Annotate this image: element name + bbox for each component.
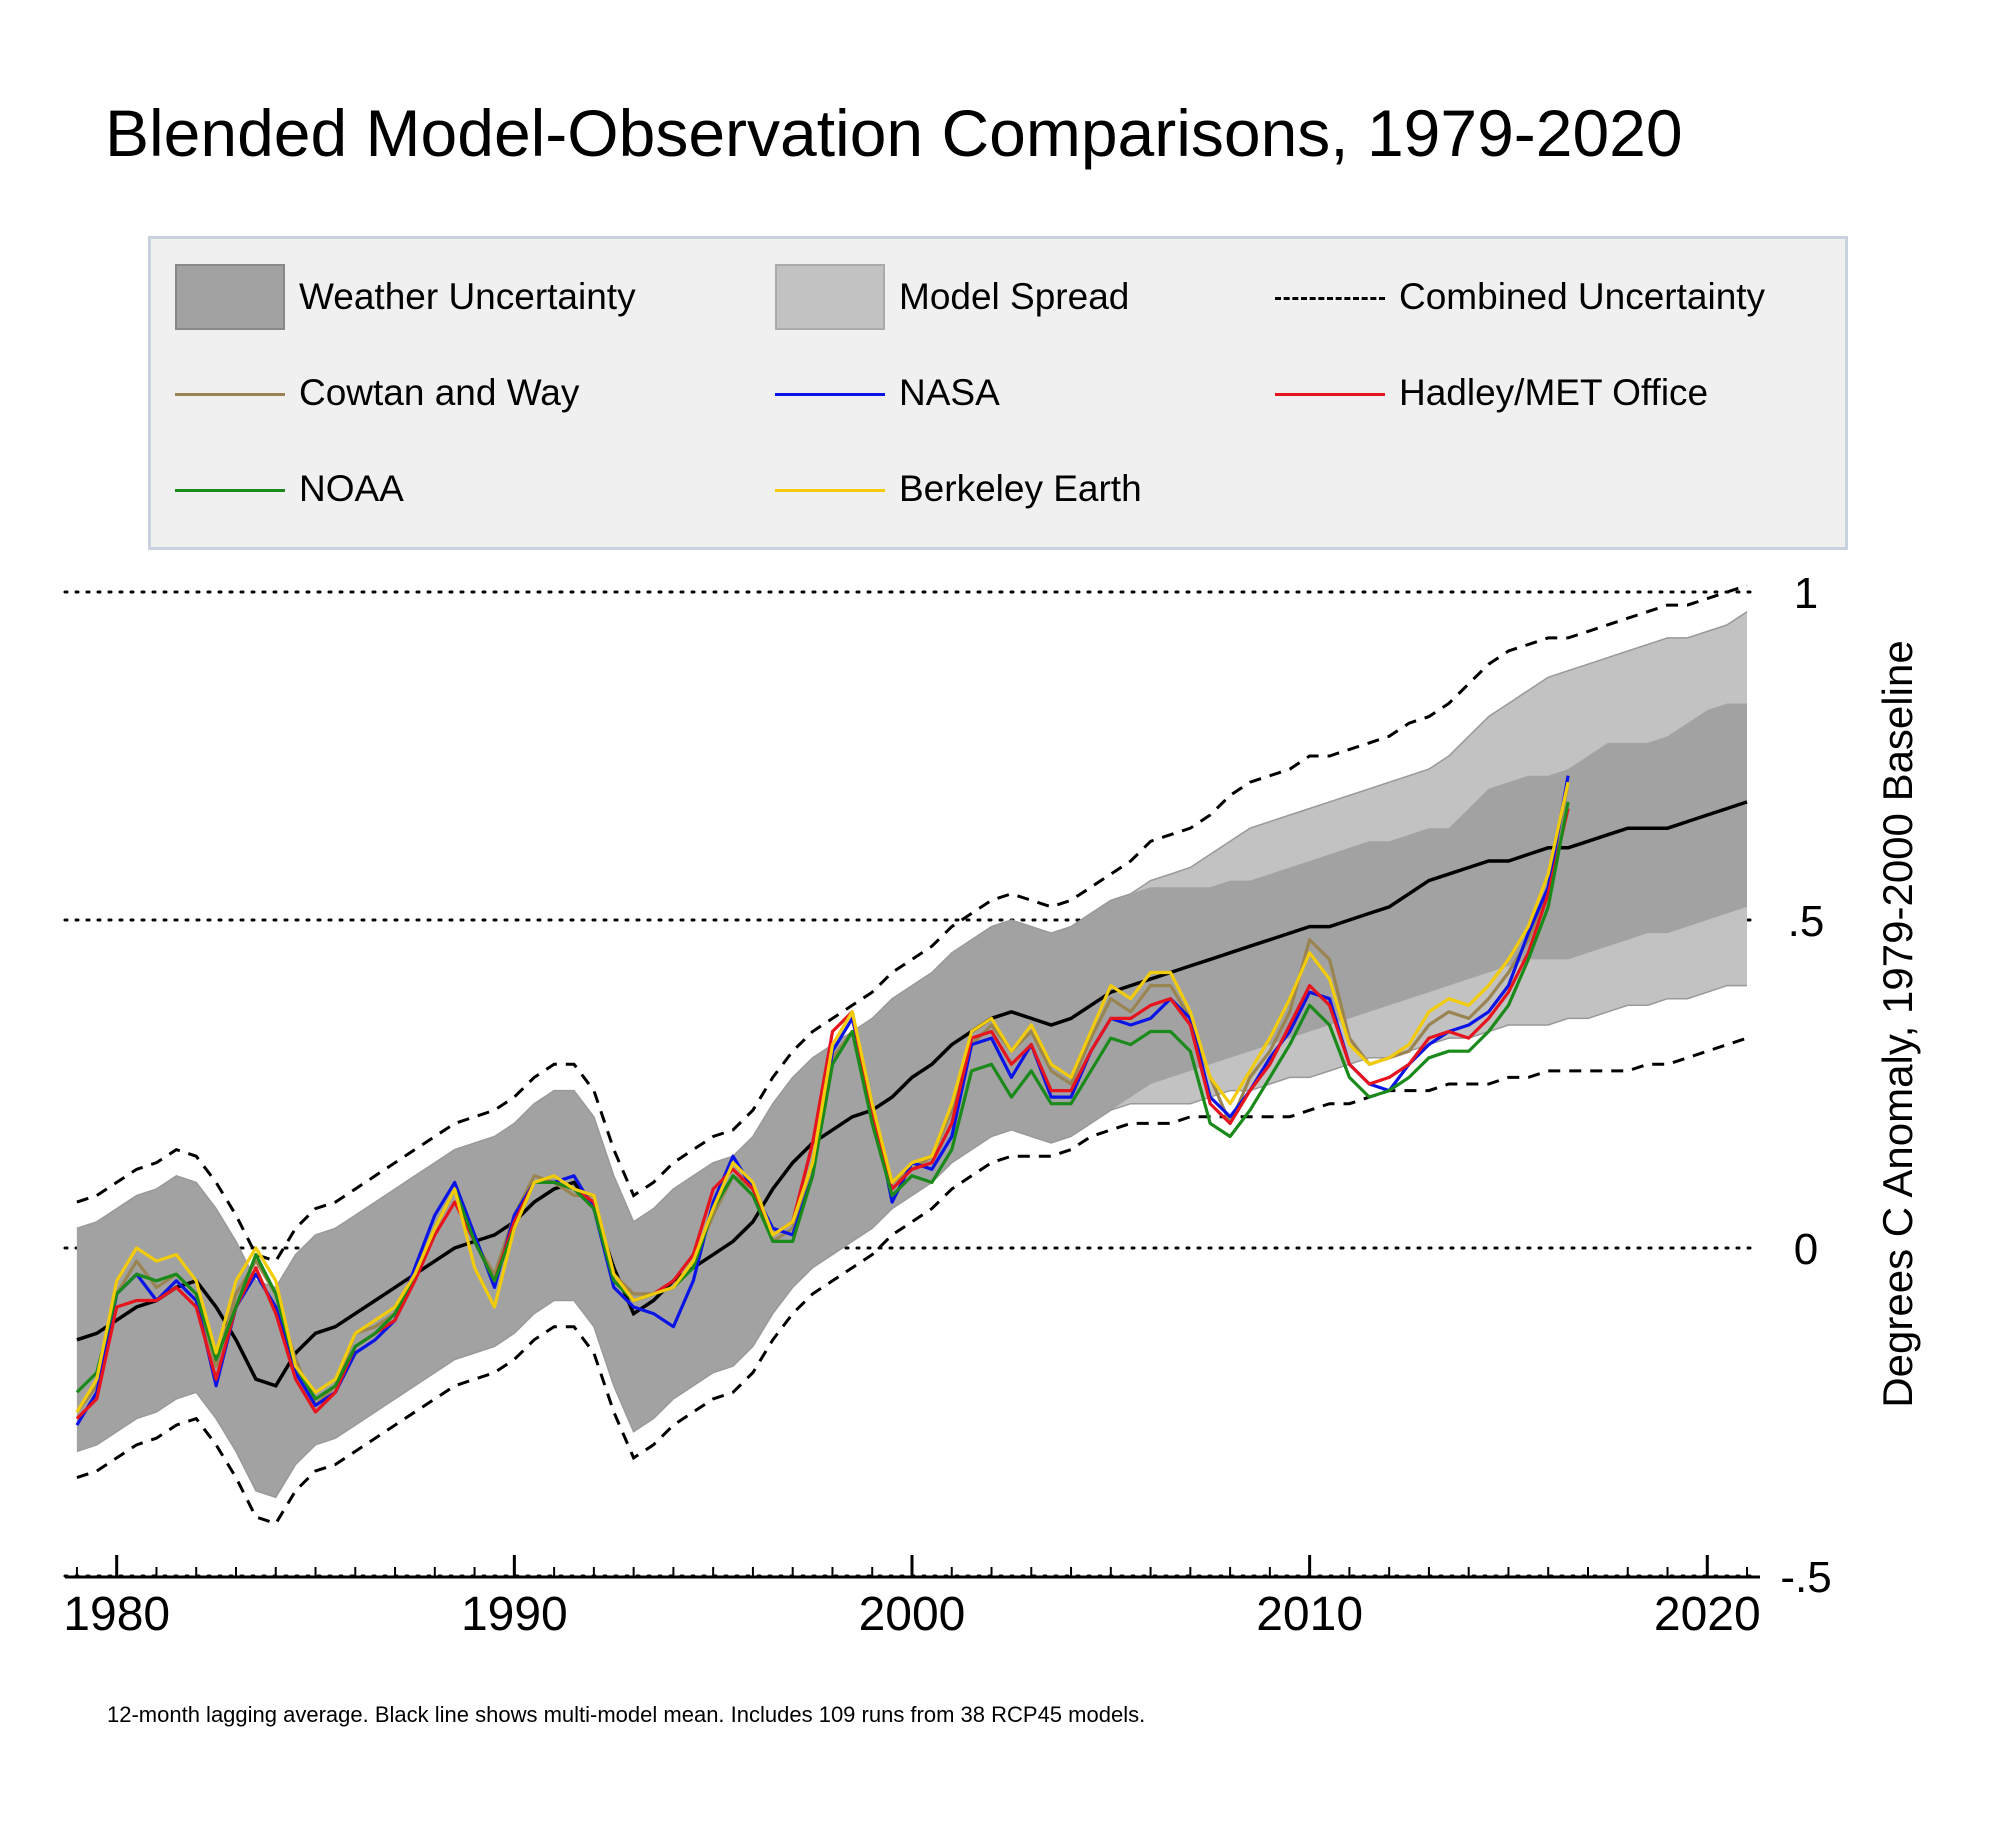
chart-title: Blended Model-Observation Comparisons, 1… [105, 96, 1683, 170]
legend-item-noaa: NOAA [151, 449, 711, 529]
legend-line-noaa [175, 489, 285, 492]
weather-uncertainty-band [76, 703, 1747, 1498]
legend-label: Hadley/MET Office [1399, 372, 1709, 413]
axes: 1 .5 0 -.5 1980 1990 2000 2010 2020 [63, 569, 1831, 1641]
legend-item-hadley-met-office: Hadley/MET Office [1251, 353, 1841, 433]
legend-line-nasa [775, 393, 885, 396]
legend-item-cowtan-and-way: Cowtan and Way [151, 353, 711, 433]
combined-uncertainty-line [76, 583, 1748, 1263]
legend-swatch-model-spread [775, 264, 885, 330]
combined-uncertainty-line [76, 1036, 1748, 1526]
legend-label: Cowtan and Way [299, 372, 580, 413]
legend-line-berkeley-earth [775, 489, 885, 492]
series-lines [75, 583, 1748, 1526]
series-line-noaa [75, 801, 1570, 1401]
x-tick-label: 1990 [461, 1588, 568, 1641]
legend-label: Berkeley Earth [899, 468, 1142, 509]
legend-item-weather-uncertainty: Weather Uncertainty [151, 257, 711, 337]
legend-item-berkeley-earth: Berkeley Earth [751, 449, 1251, 529]
model-spread-edge [76, 611, 1748, 1289]
y-tick-label: 1 [1794, 569, 1818, 618]
legend-item-model-spread: Model Spread [751, 257, 1251, 337]
multi-model-mean-line [76, 800, 1748, 1388]
chart-plot: 1 .5 0 -.5 1980 1990 2000 2010 2020 Degrees C An… [63, 569, 1921, 1641]
legend-line-hadley-met-office [1275, 393, 1385, 396]
legend-line-cowtan-and-way [175, 393, 285, 396]
legend-label: NASA [899, 372, 1000, 413]
footnote: 12-month lagging average. Black line sho… [107, 1702, 1146, 1727]
x-tick-label: 1980 [63, 1588, 170, 1641]
legend-dash-combined-uncertainty [1275, 297, 1385, 300]
x-tick-label: 2020 [1654, 1588, 1761, 1641]
legend-item-nasa: NASA [751, 353, 1251, 433]
legend: Weather Uncertainty Model Spread Combine… [148, 236, 1848, 550]
y-tick-label: 0 [1794, 1225, 1818, 1274]
legend-label: Weather Uncertainty [299, 276, 636, 317]
series-line-hadley-met-office [75, 808, 1570, 1420]
legend-item-combined-uncertainty: Combined Uncertainty [1251, 257, 1841, 337]
y-axis-label: Degrees C Anomaly, 1979-2000 Baseline [1874, 640, 1921, 1407]
y-tick-label: .5 [1788, 897, 1825, 946]
x-tick-label: 2000 [859, 1588, 966, 1641]
y-tick-label: -.5 [1780, 1553, 1831, 1602]
legend-label: Combined Uncertainty [1399, 276, 1766, 317]
legend-label: NOAA [299, 468, 404, 509]
legend-swatch-weather-uncertainty [175, 264, 285, 330]
uncertainty-bands [76, 611, 1748, 1499]
legend-label: Model Spread [899, 276, 1130, 317]
series-line-berkeley-earth [75, 781, 1570, 1413]
x-tick-label: 2010 [1256, 1588, 1363, 1641]
